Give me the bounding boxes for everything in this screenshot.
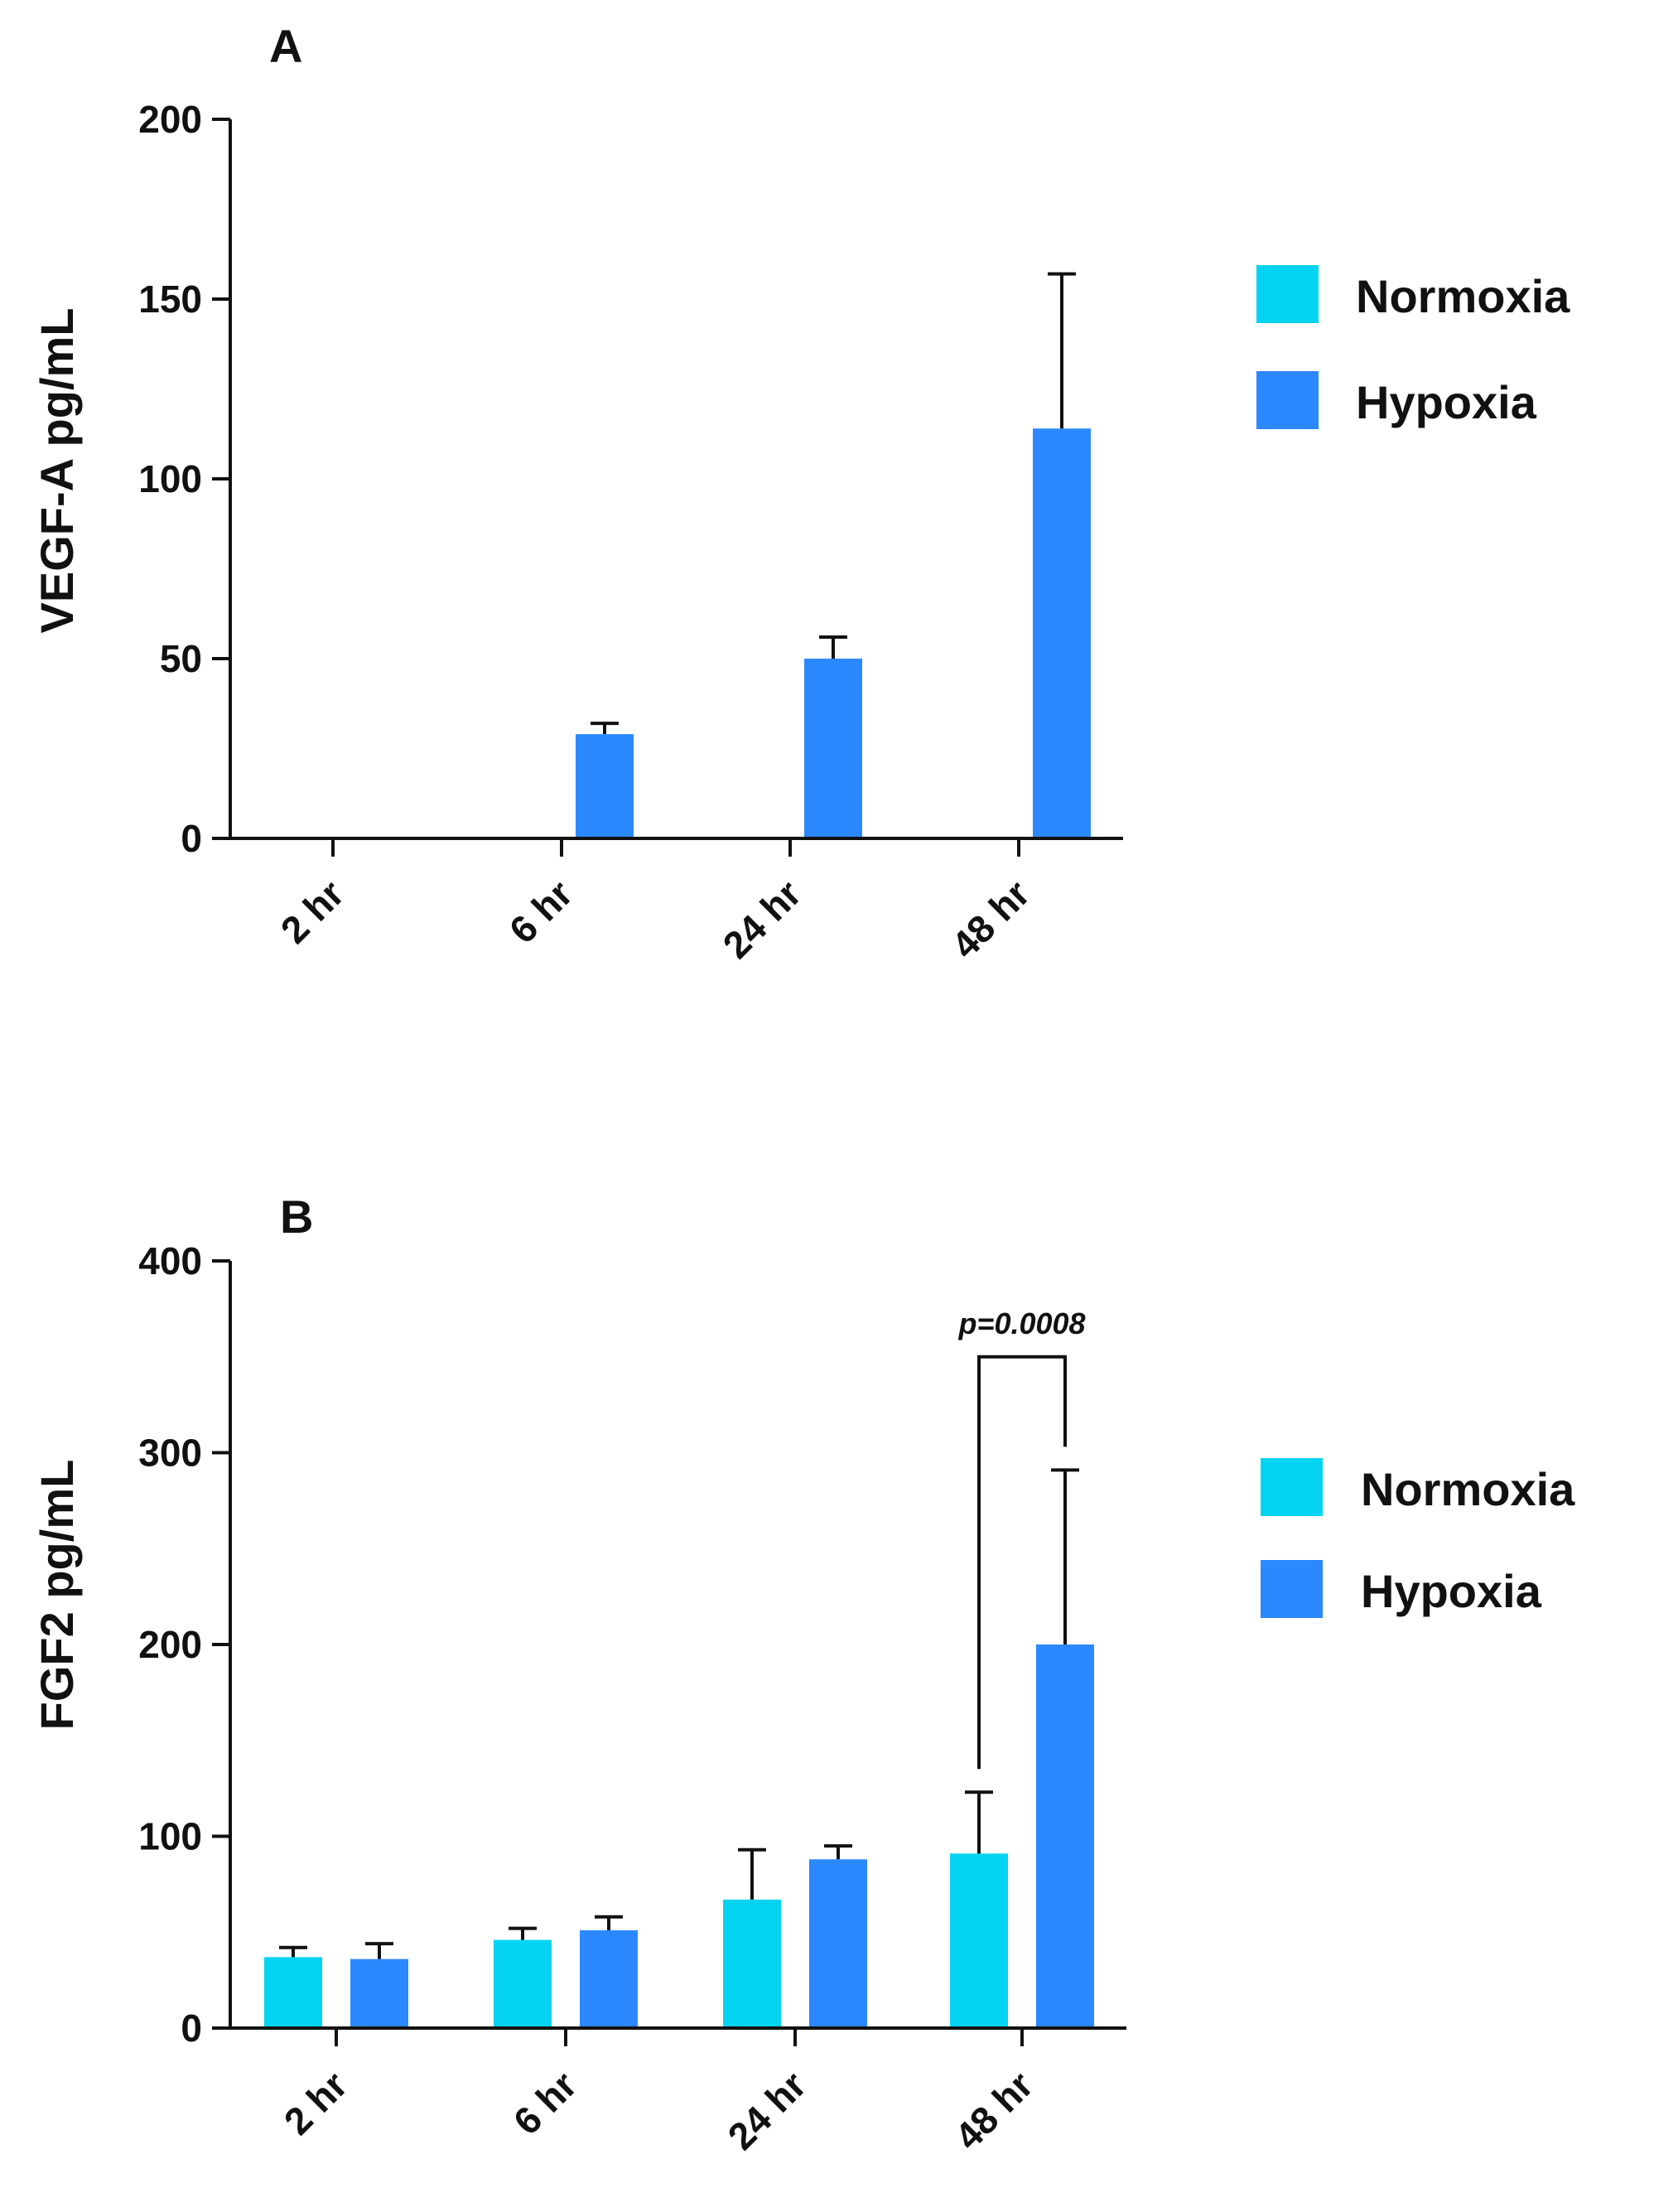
panel-b-error-bar-normoxia xyxy=(965,1790,993,1854)
panel-b-significance-bracket xyxy=(977,1355,1067,1770)
panel-b-p-value-label: p=0.0008 xyxy=(957,1306,1085,1340)
panel-a-x-ticks: 2 hr 6 hr 24 hr 48 hr xyxy=(272,838,1038,967)
panel-a-label: A xyxy=(269,20,302,72)
panel-a-error-bar-hypoxia xyxy=(1048,272,1076,429)
panel-b-error-bars xyxy=(279,1468,1079,1959)
panel-a-error-bar-hypoxia xyxy=(591,722,619,735)
panel-b-error-bar-normoxia xyxy=(738,1847,766,1900)
panel-a-y-tick-label: 150 xyxy=(138,278,202,321)
panel-a-legend: Normoxia Hypoxia xyxy=(1256,265,1570,429)
panel-b-y-tick-label: 300 xyxy=(138,1432,202,1475)
panel-b-bar-normoxia xyxy=(494,1939,552,2028)
panel-a-legend-swatch-normoxia xyxy=(1256,265,1319,323)
panel-a-y-ticks: 0 50 100 150 200 xyxy=(138,98,230,860)
panel-b-chart: B FGF2 pg/mL 0 100 200 300 400 2 hr 6 hr 24 hr… xyxy=(31,1191,1575,2158)
panel-a-legend-swatch-hypoxia xyxy=(1256,371,1319,429)
panel-a-y-tick-label: 200 xyxy=(138,98,202,141)
panel-b-bar-normoxia xyxy=(264,1957,322,2028)
panel-b-y-ticks: 0 100 200 300 400 xyxy=(138,1239,230,2050)
panel-b-y-tick-label: 400 xyxy=(138,1239,202,1282)
panel-b-legend: Normoxia Hypoxia xyxy=(1261,1458,1575,1618)
panel-b-error-bar-normoxia xyxy=(279,1945,307,1958)
panel-b-bar-hypoxia xyxy=(350,1958,408,2028)
panel-b-bar-hypoxia xyxy=(809,1859,867,2028)
panel-a-error-bar-hypoxia xyxy=(819,635,847,659)
panel-a-error-bars xyxy=(591,272,1076,735)
panel-b-error-bar-hypoxia xyxy=(1051,1468,1079,1645)
panel-a-legend-label-hypoxia: Hypoxia xyxy=(1356,376,1537,428)
panel-b-error-bar-hypoxia xyxy=(824,1844,852,1860)
panel-b-bar-hypoxia xyxy=(580,1929,638,2028)
panel-a-y-tick-label: 50 xyxy=(160,637,202,680)
panel-b-x-tick-label: 24 hr xyxy=(720,2063,815,2158)
panel-b-y-axis-title: FGF2 pg/mL xyxy=(31,1460,83,1731)
panel-a-legend-label-normoxia: Normoxia xyxy=(1356,270,1570,322)
panel-b-legend-label-normoxia: Normoxia xyxy=(1361,1463,1575,1515)
panel-b-legend-swatch-hypoxia xyxy=(1261,1560,1323,1618)
panel-b-legend-label-hypoxia: Hypoxia xyxy=(1361,1565,1542,1617)
panel-a-y-axis-title: VEGF-A pg/mL xyxy=(31,307,83,633)
panel-b-annotations: p=0.0008 xyxy=(957,1306,1086,1770)
panel-a-y-tick-label: 0 xyxy=(181,817,202,860)
panel-b-bar-hypoxia xyxy=(1036,1645,1094,2028)
panel-b-y-tick-label: 0 xyxy=(181,2007,202,2050)
panel-a-y-tick-label: 100 xyxy=(138,457,202,500)
panel-a-x-tick-label: 2 hr xyxy=(272,872,352,951)
panel-a-bar-hypoxia xyxy=(1033,428,1091,838)
panel-a-bar-hypoxia xyxy=(804,659,862,838)
panel-a-x-tick-label: 6 hr xyxy=(501,872,581,951)
panel-b-y-tick-label: 200 xyxy=(138,1623,202,1666)
panel-b-bar-normoxia xyxy=(950,1853,1008,2028)
panel-b-x-tick-label: 48 hr xyxy=(947,2063,1042,2158)
panel-b-error-bar-normoxia xyxy=(509,1926,537,1940)
panel-b-x-ticks: 2 hr 6 hr 24 hr 48 hr xyxy=(276,2028,1041,2158)
panel-a-chart: A VEGF-A pg/mL 0 50 100 150 200 2 hr 6 hr 24 h… xyxy=(31,20,1570,967)
panel-a-x-tick-label: 48 hr xyxy=(943,872,1039,967)
panel-a-bar-hypoxia xyxy=(576,734,634,838)
panel-b-error-bar-hypoxia xyxy=(595,1915,623,1930)
panel-a-x-tick-label: 24 hr xyxy=(715,872,810,967)
panel-b-x-tick-label: 2 hr xyxy=(276,2063,355,2142)
panel-b-y-tick-label: 100 xyxy=(138,1815,202,1858)
panel-b-error-bar-hypoxia xyxy=(365,1942,393,1959)
panel-a-bars xyxy=(576,428,1091,838)
panel-b-x-tick-label: 6 hr xyxy=(505,2063,585,2142)
panel-b-bar-normoxia xyxy=(723,1899,781,2028)
panel-b-label: B xyxy=(280,1191,313,1243)
panel-b-legend-swatch-normoxia xyxy=(1261,1458,1323,1516)
panel-b-bars xyxy=(264,1645,1094,2028)
